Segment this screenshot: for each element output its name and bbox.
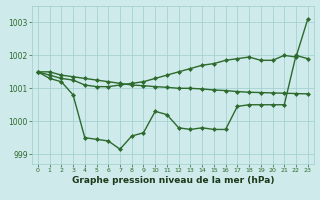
X-axis label: Graphe pression niveau de la mer (hPa): Graphe pression niveau de la mer (hPa): [72, 176, 274, 185]
